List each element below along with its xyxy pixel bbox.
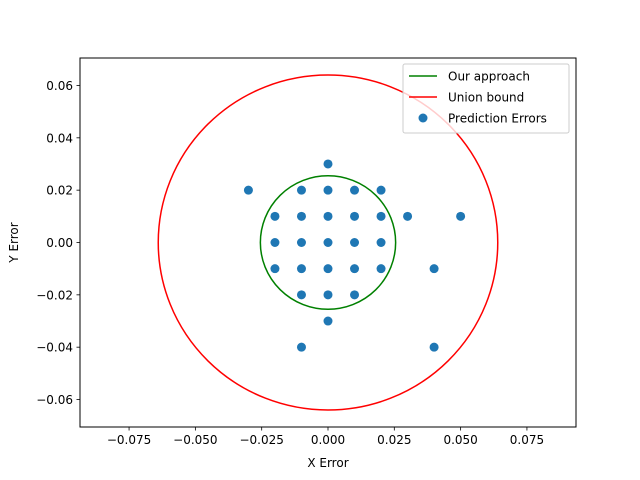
scatter-point (270, 211, 280, 221)
plot-content (157, 74, 499, 411)
scatter-point (376, 185, 386, 195)
circle-union-bound (157, 74, 499, 411)
legend-swatch-prediction-errors (418, 113, 428, 123)
x-axis: −0.075 −0.050 −0.025 0.000 0.025 0.050 0.075 (107, 427, 544, 447)
scatter-point (376, 238, 386, 247)
scatter-point (350, 185, 360, 195)
y-tick-label: 0.02 (46, 184, 73, 198)
scatter-point (296, 264, 306, 274)
scatter-point (323, 211, 333, 221)
scatter-point (376, 264, 386, 274)
y-tick-label: −0.06 (36, 393, 73, 407)
legend-frame (402, 63, 570, 134)
x-axis-label: X Error (307, 456, 348, 470)
y-tick-label: −0.04 (36, 341, 73, 355)
scatter-point (376, 211, 386, 221)
scatter-point (296, 211, 306, 221)
x-tick-label: 0.050 (443, 433, 477, 447)
scatter-point (270, 264, 280, 274)
legend-label-our-approach: Our approach (448, 70, 530, 84)
scatter-point (296, 290, 306, 300)
scatter-point (296, 185, 306, 195)
scatter-point (350, 264, 360, 274)
scatter-point (429, 342, 439, 352)
scatter-point (323, 159, 333, 169)
scatter-point (270, 238, 280, 247)
x-tick-label: −0.050 (173, 433, 217, 447)
legend: Our approach Union bound Prediction Erro… (402, 63, 570, 134)
x-tick-label: −0.025 (239, 433, 283, 447)
legend-label-union-bound: Union bound (448, 91, 524, 105)
y-tick-label: −0.02 (36, 288, 73, 302)
legend-label-prediction-errors: Prediction Errors (448, 112, 547, 126)
y-tick-label: 0.06 (46, 79, 73, 93)
y-tick-label: 0.00 (46, 236, 73, 250)
scatter-point (243, 185, 253, 195)
scatter-point (323, 185, 333, 195)
scatter-point (323, 316, 333, 326)
scatter-point (350, 238, 360, 247)
y-axis: −0.06 −0.04 −0.02 0.00 0.02 0.04 0.06 (36, 79, 80, 407)
y-tick-label: 0.04 (46, 131, 73, 145)
x-tick-label: 0.025 (377, 433, 411, 447)
circle-our-approach (259, 175, 397, 310)
scatter-point (323, 290, 333, 300)
scatter-point (296, 238, 306, 247)
x-tick-label: 0.000 (311, 433, 345, 447)
x-tick-label: −0.075 (107, 433, 151, 447)
scatter-point (296, 342, 306, 352)
scatter-point (323, 264, 333, 274)
scatter-point (403, 211, 413, 221)
scatter-point (323, 238, 333, 247)
scatter-point (350, 211, 360, 221)
x-tick-label: 0.075 (510, 433, 544, 447)
scatter-point (350, 290, 360, 300)
y-axis-label: Y Error (7, 222, 21, 263)
scatter-point (429, 264, 439, 274)
scatter-point (456, 211, 466, 221)
